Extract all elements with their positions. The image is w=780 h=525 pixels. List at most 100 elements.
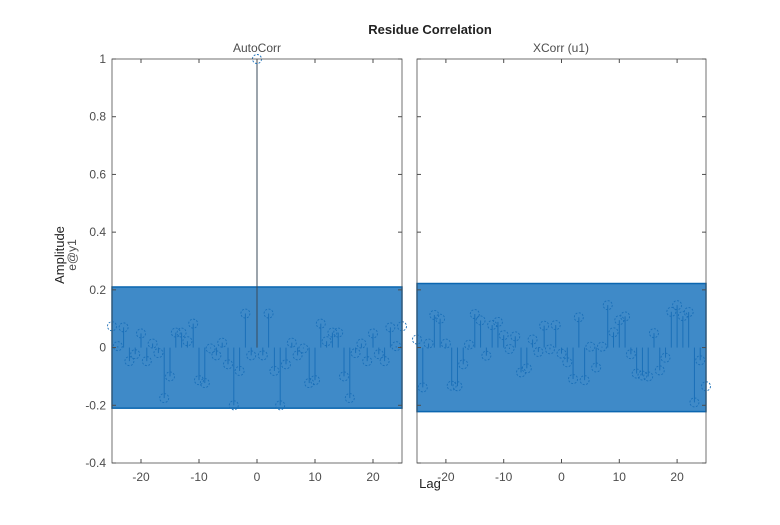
y-tick-label: -0.2 xyxy=(85,398,106,412)
stem-marker xyxy=(429,310,440,320)
stem-marker xyxy=(136,328,146,339)
stem-marker xyxy=(327,327,338,338)
x-tick-label: 20 xyxy=(366,470,380,484)
stem-marker xyxy=(234,365,245,376)
stem-marker xyxy=(194,375,204,386)
stem-marker xyxy=(310,375,320,386)
stem-marker xyxy=(130,349,141,360)
stem-marker xyxy=(435,313,446,324)
stem-marker xyxy=(689,397,700,408)
stem-marker xyxy=(492,316,503,327)
stem-marker xyxy=(573,312,584,323)
stem-marker xyxy=(188,318,199,329)
stem-marker xyxy=(614,315,625,326)
stem-marker xyxy=(550,320,561,331)
stem-marker xyxy=(391,341,402,352)
x-tick-label: -20 xyxy=(437,470,455,484)
stem-marker xyxy=(176,327,187,338)
x-axis-label: Lag xyxy=(419,476,441,491)
stem-marker xyxy=(487,320,498,331)
stem-marker xyxy=(368,328,378,339)
stem-marker xyxy=(211,350,222,361)
x-tick-label: 20 xyxy=(670,470,684,484)
stem-marker xyxy=(356,338,367,349)
stem-marker xyxy=(333,327,344,338)
stem-marker xyxy=(521,363,532,374)
stem-marker xyxy=(591,362,602,373)
stem-marker xyxy=(412,334,422,345)
stem-marker xyxy=(304,378,315,389)
chart-title: Residue Correlation xyxy=(368,22,492,37)
x-tick-label: 0 xyxy=(558,470,565,484)
xcorr-axes: -20 -10 0 10 20 xyxy=(412,58,711,484)
subplot-title-xcorr: XCorr (u1) xyxy=(533,41,589,55)
x-tick-label: -20 xyxy=(132,470,150,484)
stem-marker xyxy=(153,348,164,359)
x-tick-label: 10 xyxy=(613,470,627,484)
stem-marker xyxy=(321,336,332,347)
stem-marker xyxy=(654,365,665,376)
stem-marker xyxy=(170,327,181,338)
stem-marker xyxy=(533,346,544,357)
stem-marker xyxy=(625,349,636,360)
stem-marker xyxy=(315,318,326,329)
stem-marker xyxy=(649,328,659,339)
stem-marker xyxy=(597,341,607,352)
stem-marker xyxy=(498,330,509,341)
y-tick-label: 0 xyxy=(99,341,106,355)
stem-marker xyxy=(672,300,683,311)
stem-marker xyxy=(379,356,390,367)
stem-marker xyxy=(602,300,613,311)
stem-marker xyxy=(281,359,291,370)
stem-marker xyxy=(504,344,515,354)
stem-marker xyxy=(464,339,474,350)
stem-marker xyxy=(292,350,303,361)
stem-marker xyxy=(637,370,648,381)
stem-marker xyxy=(452,381,463,392)
stem-marker xyxy=(228,400,239,411)
x-tick-label: 10 xyxy=(308,470,322,484)
stem-marker xyxy=(286,337,297,348)
y-tick-label: 0.8 xyxy=(89,110,106,124)
stem-marker xyxy=(481,350,492,361)
stem-marker xyxy=(544,344,555,355)
autocorr-axes: -0.4 -0.2 0 0.2 0.4 0.6 0.8 1 -20 -10 0 10 20 xyxy=(85,52,407,484)
stem-marker xyxy=(643,371,654,382)
x-tick-label: 0 xyxy=(254,470,261,484)
stem-marker xyxy=(240,308,251,319)
stem-marker xyxy=(527,334,538,345)
stem-marker xyxy=(205,343,216,354)
stem-marker xyxy=(458,359,469,370)
stem-marker xyxy=(118,322,129,333)
stem-marker xyxy=(112,341,123,352)
stem-marker xyxy=(165,371,175,382)
stem-marker xyxy=(620,311,631,322)
stem-marker xyxy=(608,327,619,338)
stem-marker xyxy=(701,381,711,392)
stem-marker xyxy=(562,357,573,368)
stem-marker xyxy=(182,336,193,347)
stem-marker xyxy=(263,308,274,319)
stem-marker xyxy=(223,359,233,370)
stem-marker xyxy=(417,382,428,393)
stem-marker xyxy=(141,356,152,367)
stem-marker xyxy=(269,365,280,376)
stem-marker xyxy=(683,307,694,318)
stem-marker xyxy=(107,321,117,332)
subplot-title-autocorr: AutoCorr xyxy=(233,41,281,55)
stem-marker xyxy=(585,341,596,352)
stem-marker xyxy=(373,349,384,360)
stem-marker xyxy=(666,306,677,317)
stem-marker xyxy=(147,338,158,349)
stem-marker xyxy=(275,400,286,411)
stem-marker xyxy=(199,378,210,389)
stem-marker xyxy=(631,368,642,379)
y-tick-label: 1 xyxy=(99,52,106,66)
stem-marker xyxy=(556,348,567,359)
stem-marker xyxy=(440,338,451,349)
y-axis-label: Amplitude xyxy=(52,226,67,284)
x-tick-label: -10 xyxy=(190,470,208,484)
stem-marker xyxy=(344,393,355,404)
stem-marker xyxy=(660,352,671,363)
y-axis-sublabel: e@y1 xyxy=(65,239,79,271)
